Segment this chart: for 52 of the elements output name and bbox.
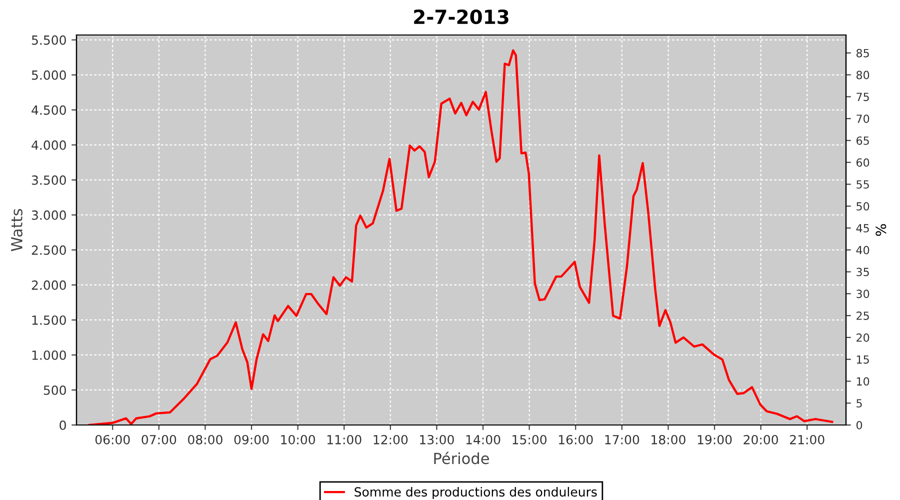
- line-series: [88, 49, 834, 425]
- y-tick-label: 1.500: [32, 315, 66, 325]
- x-tick-label: 14:00: [466, 434, 500, 444]
- y-tick-label: 500: [44, 385, 66, 395]
- x-tick-label: 06:00: [95, 434, 130, 444]
- y2-tick-label: 25: [856, 312, 869, 320]
- y2-tick-label: 15: [856, 355, 869, 364]
- y2-tick-label: 50: [856, 202, 870, 211]
- y2-tick-label: 75: [856, 92, 869, 102]
- y2-tick-label: 70: [856, 114, 870, 123]
- y-tick-label: 3.500: [32, 175, 66, 185]
- y-tick-label: 2.500: [32, 245, 66, 255]
- y-tick-label: 5.500: [32, 35, 66, 45]
- y2-axis-title: %: [876, 224, 886, 236]
- x-axis-title: Période: [434, 452, 489, 464]
- y2-tick-label: 45: [856, 224, 869, 232]
- x-tick-label: 19:00: [698, 434, 732, 444]
- y2-tick-label: 55: [856, 180, 869, 189]
- y2-tick-label: 0: [856, 420, 862, 430]
- x-tick-label: 21:00: [790, 434, 824, 444]
- y-tick-label: 2.000: [32, 280, 66, 290]
- x-tick-label: 16:00: [558, 434, 593, 444]
- y-tick-label: 4.500: [32, 105, 66, 115]
- y-tick-label: 5.000: [32, 70, 66, 80]
- x-tick-label: 11:00: [327, 434, 362, 444]
- y-tick-label: 1.000: [32, 350, 66, 360]
- y-tick-label: 3.000: [32, 210, 66, 220]
- y2-tick-label: 65: [856, 136, 869, 145]
- y2-tick-label: 85: [856, 48, 869, 58]
- x-tick-label: 18:00: [652, 434, 686, 444]
- x-tick-label: 07:00: [142, 434, 176, 444]
- x-tick-label: 20:00: [744, 434, 778, 444]
- y2-tick-label: 5: [856, 399, 862, 408]
- y2-tick-label: 30: [856, 290, 870, 298]
- y2-tick-label: 60: [856, 158, 870, 167]
- y2-tick-label: 40: [856, 246, 870, 254]
- x-tick-label: 10:00: [281, 434, 315, 444]
- y-axis-title: Watts: [11, 209, 22, 252]
- y2-tick-label: 10: [856, 377, 870, 386]
- legend-label: Somme des productions des onduleurs: [354, 486, 597, 500]
- x-tick-label: 08:00: [188, 434, 222, 444]
- chart-title: 2-7-2013: [414, 9, 508, 24]
- y2-tick-label: 80: [856, 70, 870, 80]
- x-tick-label: 13:00: [420, 434, 454, 444]
- x-tick-label: 09:00: [234, 434, 269, 444]
- x-tick-label: 12:00: [374, 434, 408, 444]
- y2-tick-label: 35: [856, 268, 869, 276]
- y-tick-label: 4.000: [32, 140, 66, 150]
- x-tick-label: 15:00: [512, 434, 546, 444]
- y-tick-label: 0: [60, 420, 66, 430]
- y2-tick-label: 20: [856, 333, 870, 342]
- x-tick-label: 17:00: [605, 434, 640, 444]
